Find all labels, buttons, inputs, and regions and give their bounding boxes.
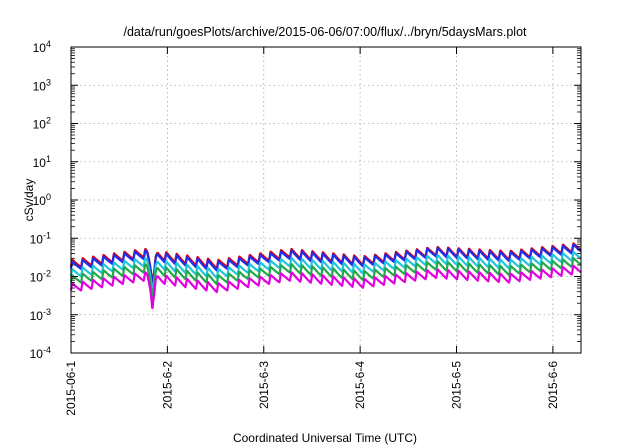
y-tick-label: 10-2 — [30, 269, 51, 285]
chart-title: /data/run/goesPlots/archive/2015-06-06/0… — [123, 25, 527, 39]
y-tick-label: 10-4 — [30, 345, 51, 361]
x-tick-label: 2015-6-3 — [257, 361, 271, 409]
y-tick-label: 10-3 — [30, 307, 51, 323]
y-axis-label: cSv/day — [22, 179, 36, 222]
y-tick-label: 101 — [33, 154, 51, 170]
series-line — [69, 257, 582, 301]
y-tick-label: 100 — [33, 192, 51, 208]
y-tick-label: 102 — [33, 116, 51, 132]
series-line — [69, 243, 582, 288]
x-tick-label: 2015-6-4 — [353, 361, 367, 409]
series-line — [69, 250, 582, 295]
y-tick-label: 10-1 — [30, 230, 51, 246]
x-tick-label: 2015-6-5 — [450, 361, 464, 409]
series-group — [69, 242, 582, 310]
x-tick-label: 2015-6-6 — [546, 361, 560, 409]
series-line — [69, 264, 582, 310]
x-axis: 2015-06-1 2015-6-2 2015-6-3 2015-6-4 2015-6-… — [64, 47, 560, 416]
x-tick-label: 2015-06-1 — [64, 361, 78, 416]
grid — [71, 47, 581, 353]
x-tick-label: 2015-6-2 — [160, 361, 174, 409]
y-tick-label: 104 — [33, 39, 51, 55]
y-axis: 10-4 10-3 10-2 10-1 100 101 102 103 104 — [30, 39, 581, 361]
y-tick-label: 103 — [33, 77, 51, 93]
x-axis-label: Coordinated Universal Time (UTC) — [233, 431, 417, 445]
